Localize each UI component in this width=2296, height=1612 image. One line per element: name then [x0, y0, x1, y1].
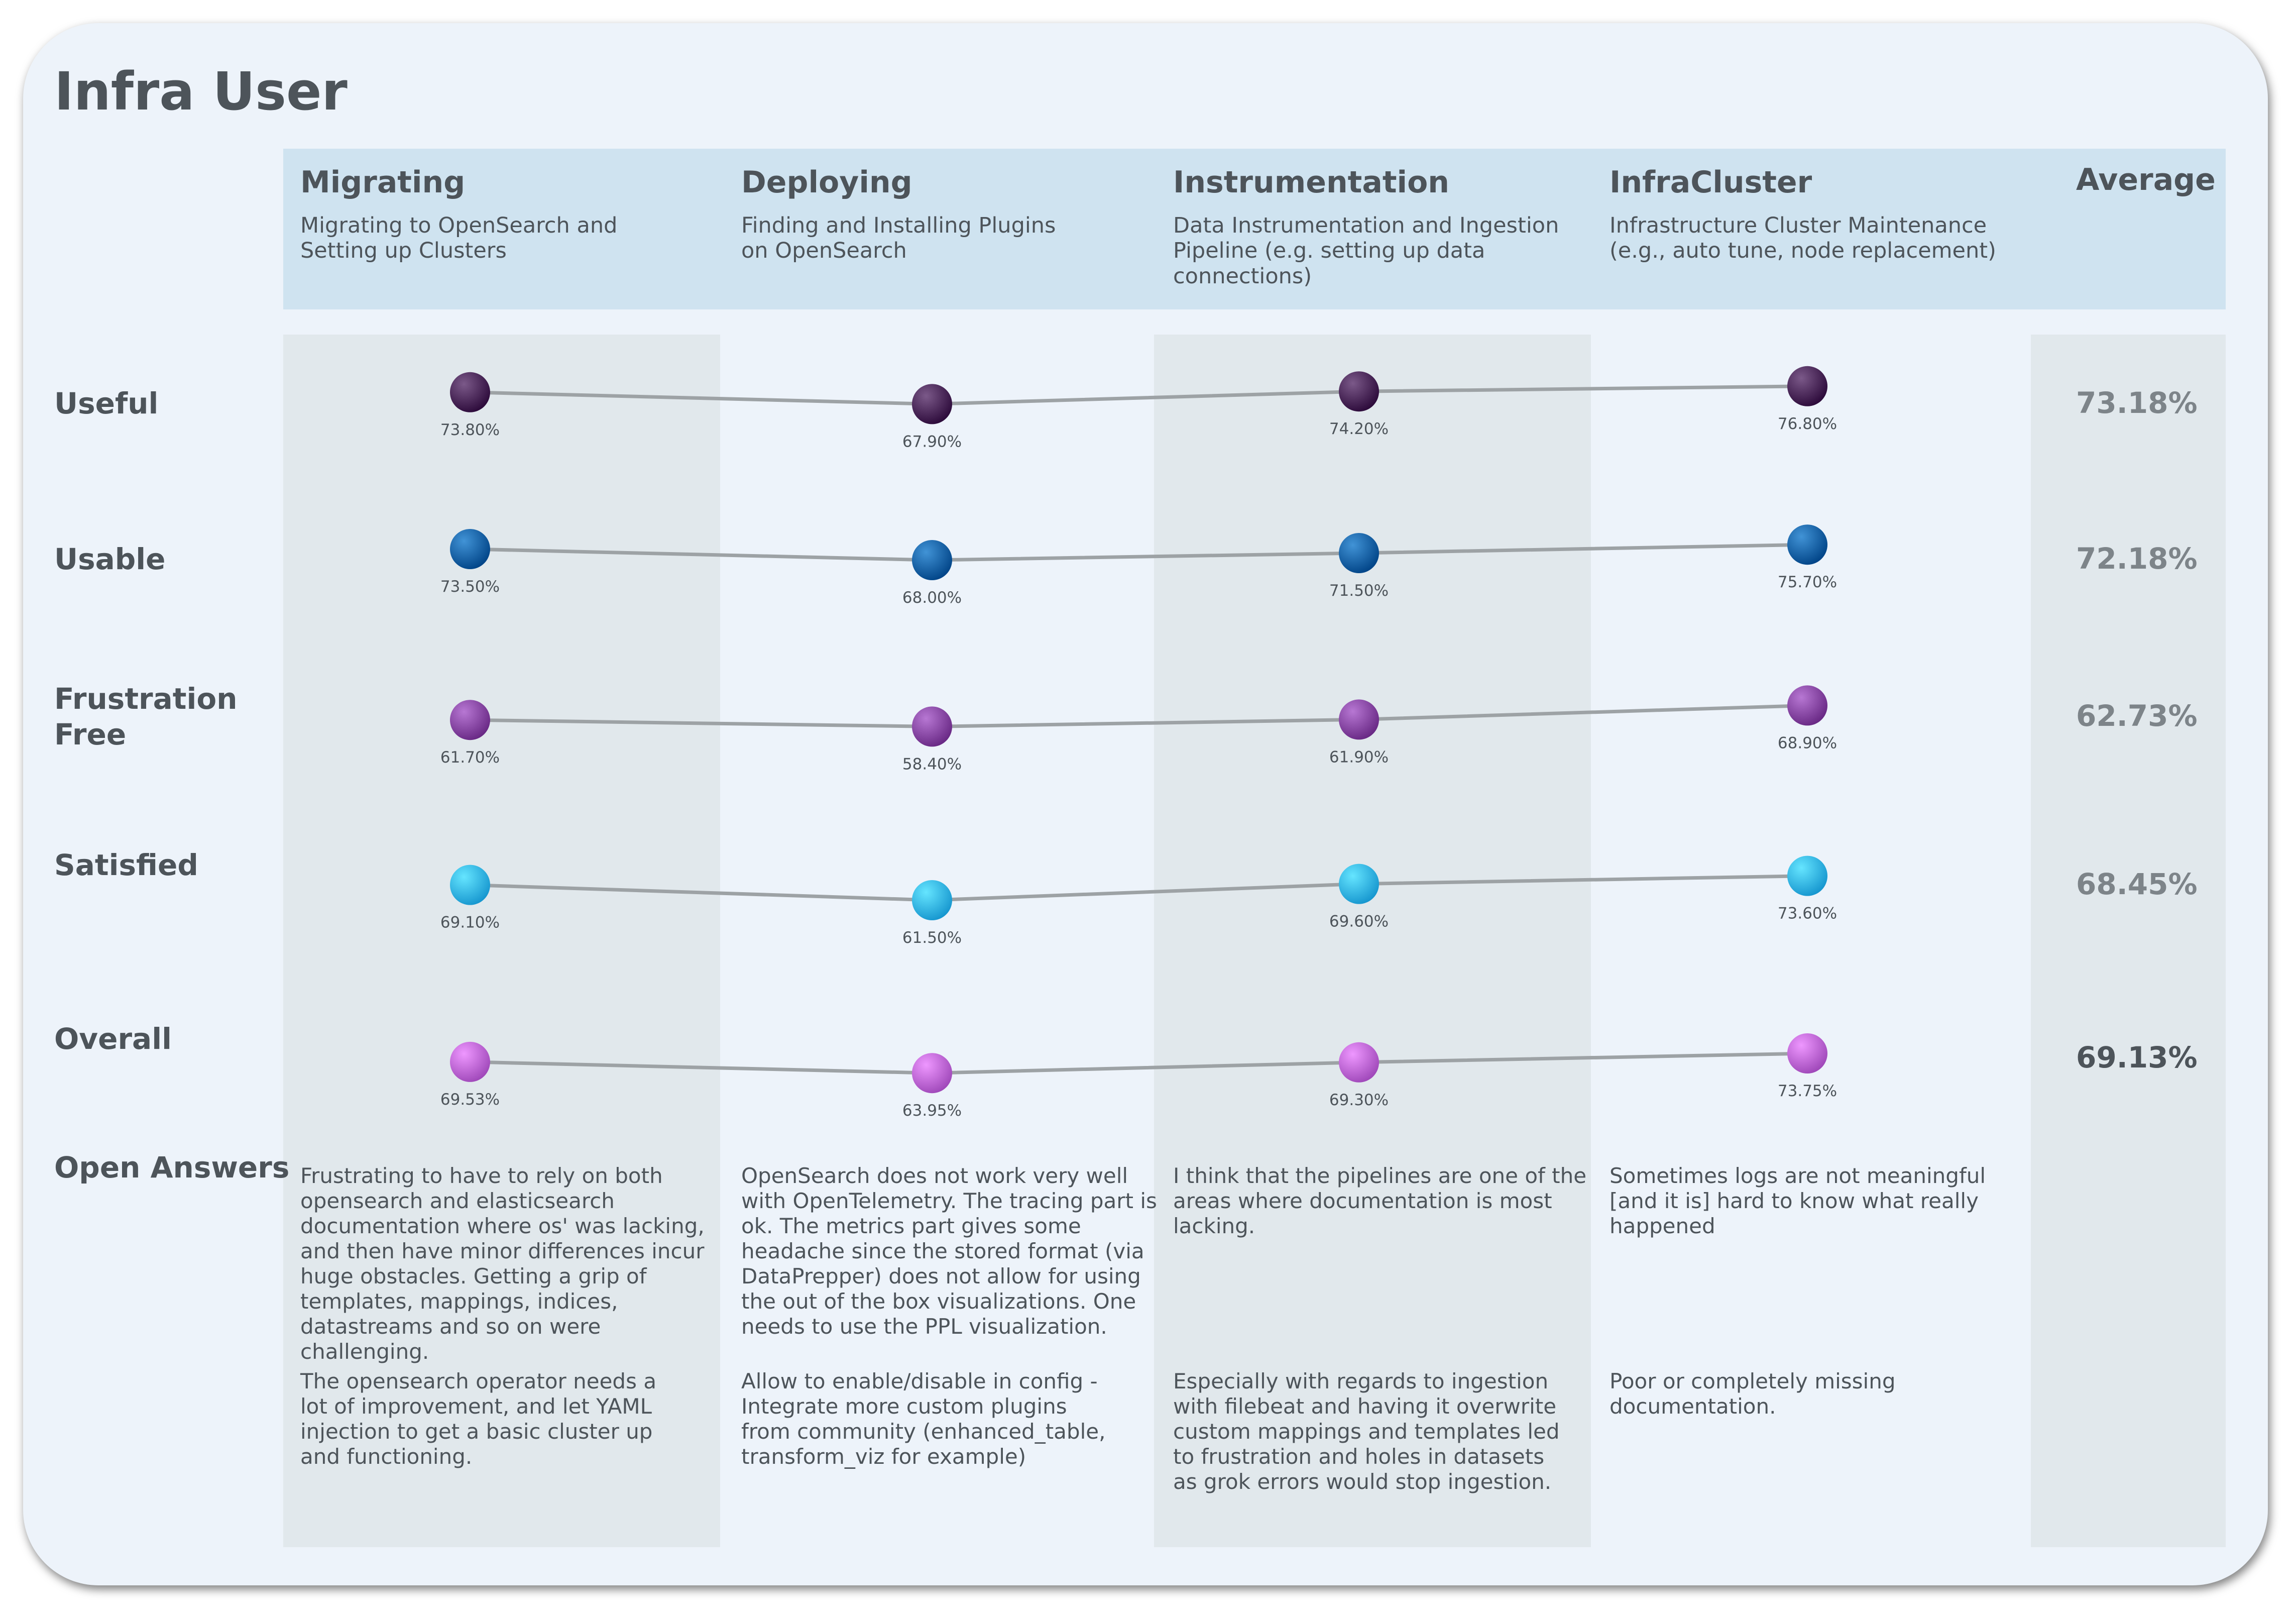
data-point-satisfied-infracluster — [1787, 855, 1827, 896]
data-point-useful-deploying — [912, 384, 952, 424]
data-label-satisfied-instrumentation: 69.60% — [1329, 913, 1389, 931]
row-label-satisfied: Satisfied — [54, 848, 198, 882]
open-answer-deploying-1: OpenSearch does not work very well with O… — [741, 1163, 1157, 1339]
data-label-usable-migrating: 73.50% — [440, 578, 500, 596]
series-line-usable — [470, 543, 1808, 562]
header-band — [283, 149, 2226, 309]
column-title: Deploying — [741, 165, 912, 200]
data-label-useful-migrating: 73.80% — [440, 421, 500, 439]
data-point-overall-migrating — [450, 1041, 490, 1082]
series-line-satisfied — [470, 874, 1808, 902]
infra-user-card: Infra User Migrating Migrating to OpenSe… — [23, 23, 2268, 1585]
column-subtitle: Migrating to OpenSearch and Setting up Cl… — [300, 213, 618, 264]
data-label-satisfied-deploying: 61.50% — [902, 929, 962, 947]
data-point-useful-instrumentation — [1339, 371, 1379, 412]
data-point-frustration-free-instrumentation — [1339, 699, 1379, 740]
data-point-frustration-free-migrating — [450, 700, 490, 740]
row-label-useful: Useful — [54, 386, 159, 420]
data-point-frustration-free-infracluster — [1787, 685, 1827, 726]
column-subtitle: Finding and Installing Plugins on OpenSea… — [741, 213, 1056, 264]
data-label-frustration-free-instrumentation: 61.90% — [1329, 748, 1389, 766]
data-point-satisfied-migrating — [450, 865, 490, 905]
data-point-usable-instrumentation — [1339, 533, 1379, 573]
open-answer-infracluster-2: Poor or completely missing documentation. — [1610, 1369, 1896, 1419]
average-overall: 69.13% — [2076, 1040, 2198, 1074]
column-header-instrumentation: Instrumentation Data Instrumentation and… — [1173, 166, 1605, 289]
column-band-average — [2031, 335, 2226, 1547]
data-point-useful-migrating — [450, 372, 490, 412]
data-point-usable-migrating — [450, 529, 490, 569]
data-label-frustration-free-infracluster: 68.90% — [1778, 734, 1837, 752]
open-answer-instrumentation-2: Especially with regards to ingestion with… — [1173, 1369, 1560, 1494]
data-label-useful-infracluster: 76.80% — [1778, 415, 1837, 433]
row-label-frustration-free: Frustration Free — [54, 682, 238, 751]
data-label-satisfied-infracluster: 73.60% — [1778, 905, 1837, 923]
column-header-migrating: Migrating Migrating to OpenSearch and Set… — [300, 166, 732, 264]
open-answer-migrating-2: The opensearch operator needs a lot of im… — [300, 1369, 657, 1469]
series-line-frustration-free — [470, 703, 1808, 728]
average-column-title: Average — [2076, 162, 2216, 197]
data-label-overall-deploying: 63.95% — [902, 1102, 962, 1120]
open-answer-instrumentation-1: I think that the pipelines are one of th… — [1173, 1163, 1587, 1238]
column-header-deploying: Deploying Finding and Installing Plugins… — [741, 166, 1173, 264]
average-useful: 73.18% — [2076, 386, 2198, 420]
data-point-usable-infracluster — [1787, 524, 1827, 565]
series-line-overall — [470, 1051, 1808, 1075]
data-point-frustration-free-deploying — [912, 706, 952, 747]
column-band-instrumentation — [1154, 335, 1591, 1547]
data-point-usable-deploying — [912, 540, 952, 580]
average-usable: 72.18% — [2076, 542, 2198, 576]
average-frustration-free: 62.73% — [2076, 699, 2198, 733]
open-answer-infracluster-1: Sometimes logs are not meaningful [and it… — [1610, 1163, 1986, 1238]
data-label-overall-infracluster: 73.75% — [1778, 1082, 1837, 1100]
data-point-satisfied-instrumentation — [1339, 864, 1379, 904]
column-title: Migrating — [300, 165, 466, 200]
column-title: Instrumentation — [1173, 165, 1450, 200]
data-label-usable-instrumentation: 71.50% — [1329, 582, 1389, 600]
column-subtitle: Infrastructure Cluster Maintenance (e.g.,… — [1610, 213, 1996, 264]
data-label-useful-instrumentation: 74.20% — [1329, 420, 1389, 438]
data-label-frustration-free-deploying: 58.40% — [902, 755, 962, 773]
data-label-frustration-free-migrating: 61.70% — [440, 748, 500, 767]
data-point-overall-instrumentation — [1339, 1042, 1379, 1083]
open-answer-migrating-1: Frustrating to have to rely on both opens… — [300, 1163, 705, 1364]
average-satisfied: 68.45% — [2076, 867, 2198, 901]
data-point-satisfied-deploying — [912, 880, 952, 920]
data-point-overall-infracluster — [1787, 1033, 1827, 1073]
column-header-infracluster: InfraCluster Infrastructure Cluster Main… — [1610, 166, 2041, 264]
column-title: InfraCluster — [1610, 165, 1812, 200]
data-label-useful-deploying: 67.90% — [902, 433, 962, 451]
data-label-overall-migrating: 69.53% — [440, 1091, 500, 1109]
data-point-useful-infracluster — [1787, 366, 1827, 406]
data-point-overall-deploying — [912, 1053, 952, 1094]
data-label-usable-infracluster: 75.70% — [1778, 573, 1837, 591]
data-label-usable-deploying: 68.00% — [902, 589, 962, 607]
data-label-overall-instrumentation: 69.30% — [1329, 1091, 1389, 1109]
open-answer-deploying-2: Allow to enable/disable in config - Integ… — [741, 1369, 1106, 1469]
column-subtitle: Data Instrumentation and Ingestion Pipeli… — [1173, 213, 1559, 289]
line-chart: 73.80% 67.90% 74.20% 76.80% 73.50% 68.00% 71.5… — [440, 366, 1837, 1120]
row-label-usable: Usable — [54, 542, 166, 576]
series-line-useful — [470, 384, 1808, 406]
row-label-open-answers: Open Answers — [54, 1150, 290, 1185]
row-label-overall: Overall — [54, 1022, 172, 1056]
data-label-satisfied-migrating: 69.10% — [440, 914, 500, 932]
page-title: Infra User — [54, 61, 348, 122]
column-band-migrating — [283, 335, 720, 1547]
